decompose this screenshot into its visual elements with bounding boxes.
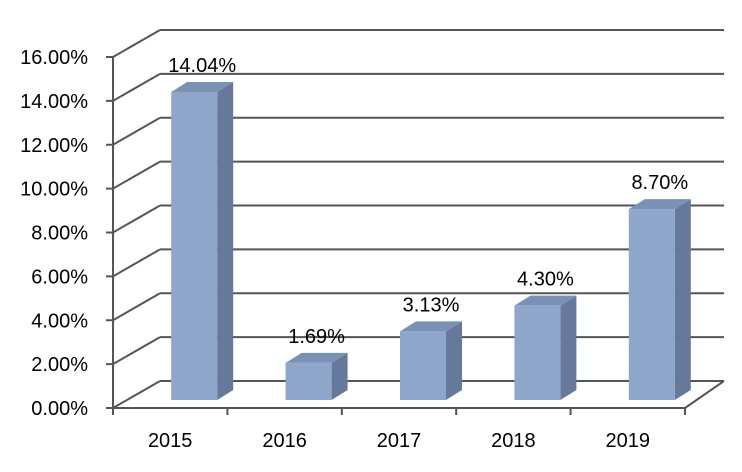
bar-front — [514, 305, 561, 400]
axis-layer — [106, 56, 686, 415]
y-tick-label: 6.00% — [31, 266, 88, 288]
y-tick-label: 16.00% — [20, 47, 88, 69]
bar-top — [285, 352, 348, 363]
bar-top — [628, 199, 691, 210]
bar — [514, 295, 577, 400]
side-wall-gridline — [112, 160, 161, 190]
side-wall-gridline — [112, 116, 161, 146]
side-wall-gridline — [112, 204, 161, 234]
y-tick-label: 2.00% — [31, 354, 88, 376]
side-wall-gridline — [112, 380, 161, 409]
data-label: 4.30% — [517, 269, 574, 291]
y-tick-labels: 0.00% 2.00% 4.00% 6.00% 8.00% 10.00% 12.00% 14.… — [20, 47, 88, 420]
data-label: 3.13% — [403, 294, 460, 316]
y-tick-label: 14.00% — [20, 91, 88, 113]
bar — [628, 199, 691, 400]
bar — [400, 321, 462, 400]
floor-right-edge — [684, 380, 725, 409]
side-wall-gridline — [112, 29, 161, 58]
x-tick-labels: 2015 2016 2017 2018 2019 — [148, 430, 650, 452]
data-label: 1.69% — [288, 326, 345, 348]
bar-front — [171, 91, 218, 400]
y-tick-label: 12.00% — [20, 135, 88, 157]
x-tick-label: 2018 — [491, 430, 536, 452]
side-wall-gridline — [112, 248, 161, 278]
bar — [285, 352, 348, 400]
side-wall-gridline — [112, 336, 161, 365]
x-tick-label: 2016 — [262, 430, 307, 452]
data-labels: 14.04% 1.69% 3.13% 4.30% 8.70% — [168, 55, 688, 348]
bar-top — [514, 295, 577, 306]
x-tick-label: 2017 — [377, 430, 422, 452]
bar-front — [400, 331, 446, 400]
y-tick-label: 0.00% — [31, 398, 88, 420]
bar-side — [331, 352, 348, 400]
bar-side — [446, 321, 462, 400]
bar-side — [560, 295, 577, 400]
side-wall-gridline — [112, 292, 161, 322]
x-tick-label: 2019 — [606, 430, 651, 452]
bar-side — [217, 81, 234, 400]
bar-side — [674, 199, 691, 400]
data-label: 14.04% — [168, 55, 236, 77]
y-tick-label: 8.00% — [31, 223, 88, 245]
y-tick-label: 10.00% — [20, 179, 88, 201]
side-wall-gridline — [112, 73, 161, 102]
y-tick-label: 4.00% — [31, 310, 88, 332]
bar-front — [628, 209, 675, 400]
bar — [171, 81, 234, 400]
data-label: 8.70% — [631, 172, 688, 194]
x-tick-label: 2015 — [148, 430, 193, 452]
bar-top — [400, 321, 462, 332]
bar-front — [285, 362, 332, 400]
bar-top — [171, 81, 234, 92]
bars — [171, 81, 691, 400]
